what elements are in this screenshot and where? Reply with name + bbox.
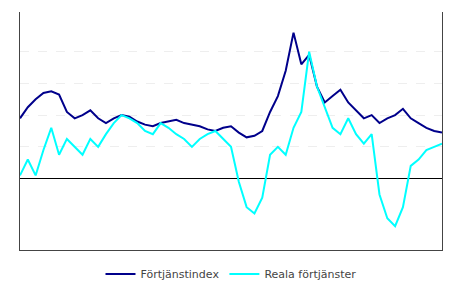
svg-text:Reala förtjänster: Reala förtjänster bbox=[264, 268, 356, 281]
svg-text:Förtjänstindex: Förtjänstindex bbox=[141, 268, 220, 281]
